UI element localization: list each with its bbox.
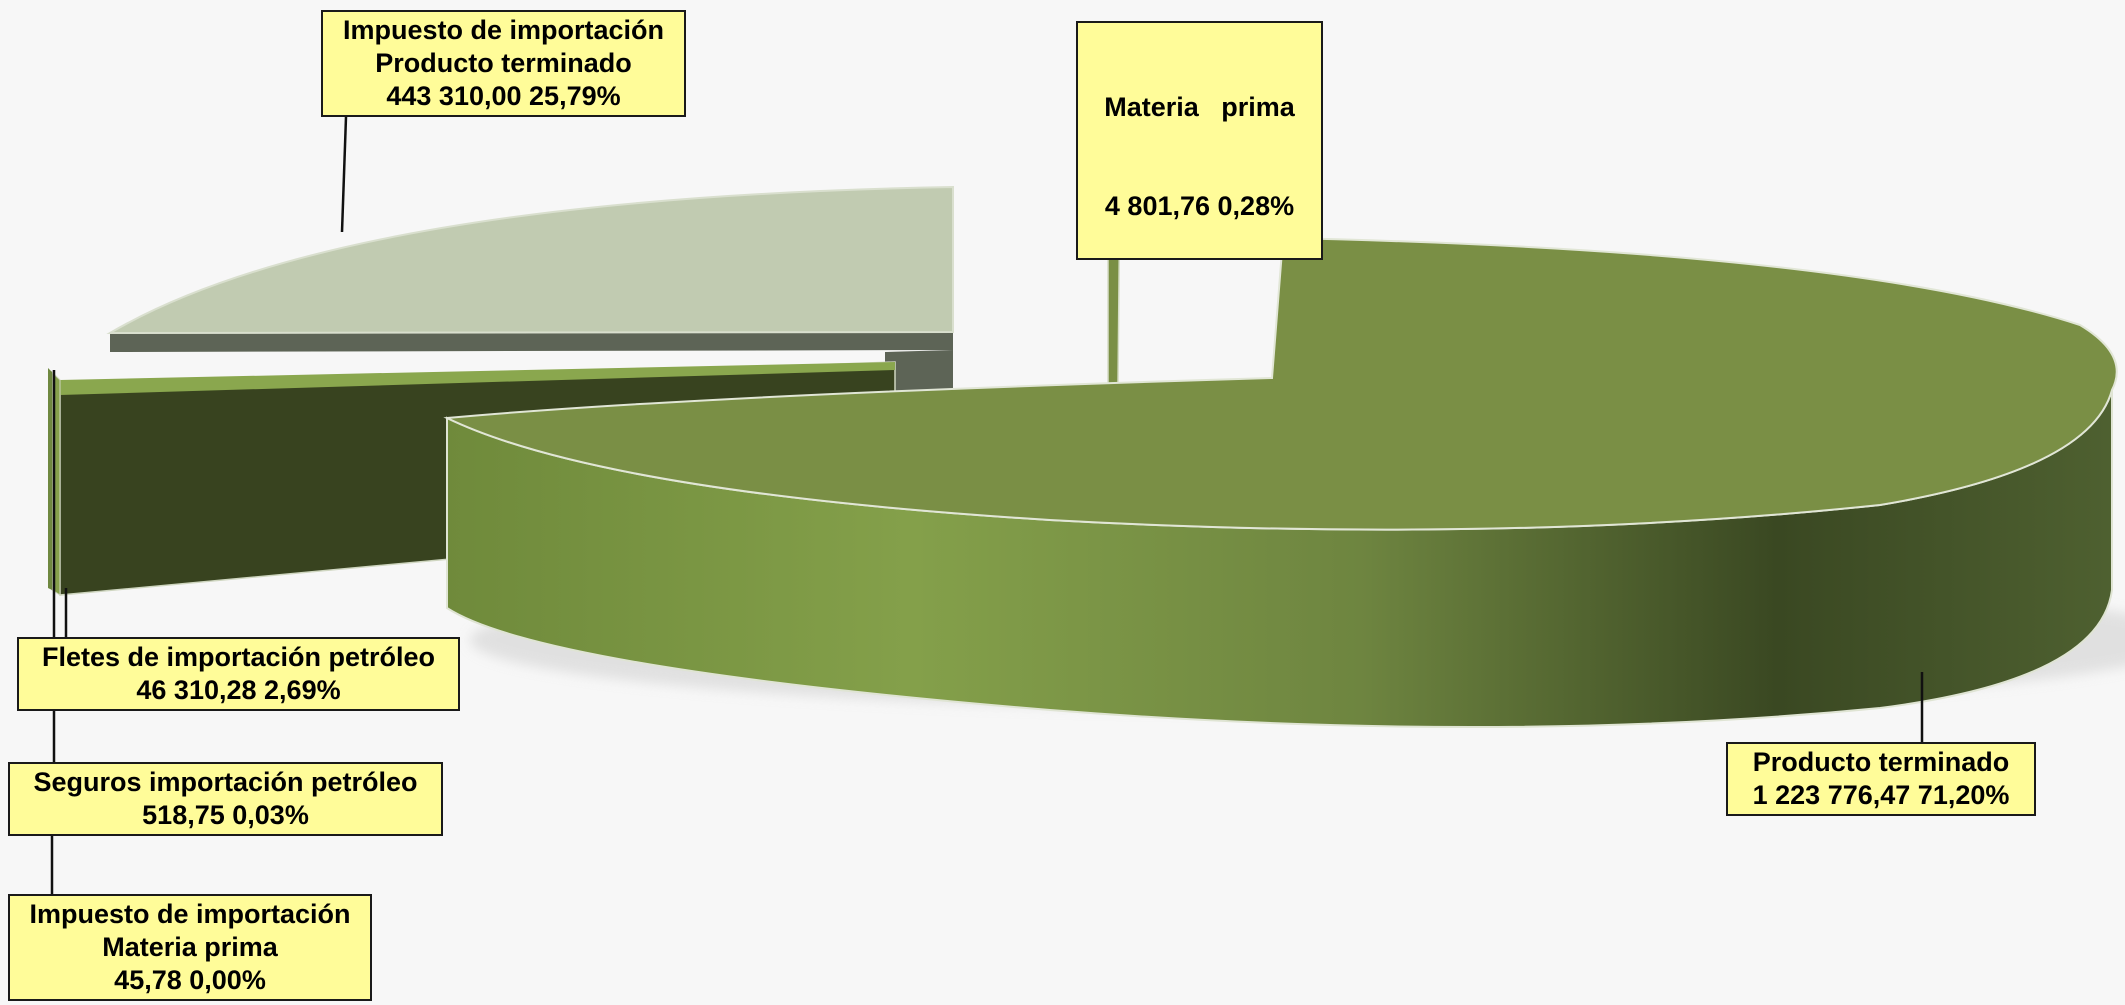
label-seguros-importacion-petroleo: Seguros importación petróleo 518,75 0,03… <box>8 762 443 836</box>
slice-producto-terminado <box>443 236 2118 531</box>
label-impuesto-producto-terminado: Impuesto de importación Producto termina… <box>321 10 686 117</box>
label-fletes-importacion-petroleo: Fletes de importación petróleo 46 310,28… <box>17 637 460 711</box>
slice-impuesto-producto-terminado-side-end <box>885 350 953 395</box>
slice-impuesto-producto-terminado-side <box>110 332 953 352</box>
slice-impuesto-materia-prima <box>48 368 52 590</box>
label-producto-terminado: Producto terminado 1 223 776,47 71,20% <box>1726 742 2036 816</box>
leader-impuesto-producto-terminado <box>340 116 348 233</box>
slice-impuesto-producto-terminado <box>106 185 954 335</box>
label-materia-prima: Materia prima 4 801,76 0,28% <box>1076 21 1323 260</box>
slice-fletes-importacion-petroleo <box>60 362 895 395</box>
label-impuesto-materia-prima: Impuesto de importación Materia prima 45… <box>8 894 372 1001</box>
